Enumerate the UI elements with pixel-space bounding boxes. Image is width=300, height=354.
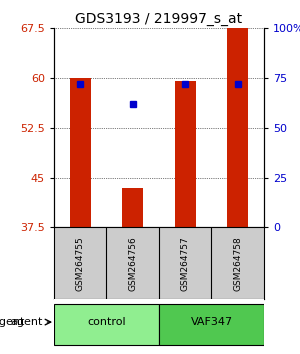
- Title: GDS3193 / 219997_s_at: GDS3193 / 219997_s_at: [75, 12, 243, 26]
- FancyBboxPatch shape: [159, 304, 264, 344]
- Bar: [70, 78, 91, 227]
- Text: GSM264755: GSM264755: [76, 236, 85, 291]
- Text: agent: agent: [10, 317, 43, 327]
- Bar: [175, 81, 196, 227]
- Text: GSM264758: GSM264758: [233, 236, 242, 291]
- FancyBboxPatch shape: [54, 304, 159, 344]
- Bar: [227, 28, 248, 227]
- Bar: [122, 188, 143, 227]
- Text: VAF347: VAF347: [190, 317, 232, 327]
- Text: GSM264757: GSM264757: [181, 236, 190, 291]
- Text: agent: agent: [0, 317, 25, 327]
- Text: GSM264756: GSM264756: [128, 236, 137, 291]
- Text: control: control: [87, 317, 126, 327]
